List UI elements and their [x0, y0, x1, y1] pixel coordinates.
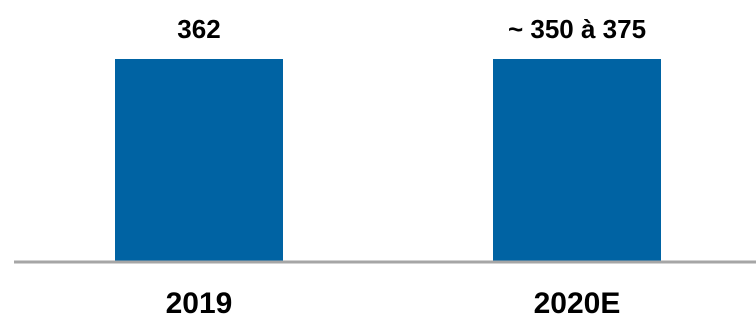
data-labels-layer: 362 ~ 350 à 375 — [177, 14, 646, 44]
category-labels-layer: 2019 2020E — [166, 287, 621, 320]
category-label-2020e: 2020E — [534, 287, 621, 320]
bar-2019 — [115, 59, 283, 262]
bar-2020e — [493, 59, 661, 262]
category-label-2019: 2019 — [166, 287, 233, 320]
data-label-2020e: ~ 350 à 375 — [508, 14, 646, 44]
data-label-2019: 362 — [177, 14, 220, 44]
bars-layer — [115, 59, 661, 262]
